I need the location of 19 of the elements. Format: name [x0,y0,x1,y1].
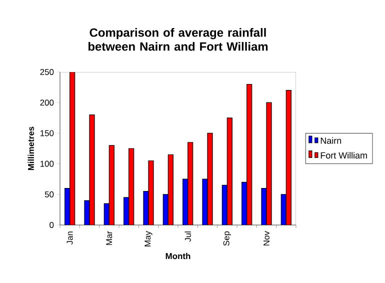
y-axis-title: Millimetres [28,126,34,170]
y-tick-label: 250 [40,69,54,75]
x-tick-label: Mar [106,231,112,245]
y-tick-label: 200 [40,100,54,106]
x-tick-label: Nov [264,231,270,246]
x-tick-label: Sep [223,231,231,246]
y-tick-label: 150 [40,130,54,136]
bar [246,84,252,225]
legend-label: Nairn [320,137,342,144]
x-tick-label: Jul [184,232,191,242]
chart-title: Comparison of average rainfall between Nairn and Fort William [88,28,268,51]
x-tick-label: Jan [66,232,73,245]
y-tick-label: 50 [44,191,54,198]
legend-label: Fort William [320,152,367,159]
y-tick-label: 0 [50,222,54,228]
x-axis-title: Month [166,252,190,260]
x-tick-label: May [144,231,152,246]
y-tick-label: 100 [40,160,54,167]
bar [286,90,292,225]
